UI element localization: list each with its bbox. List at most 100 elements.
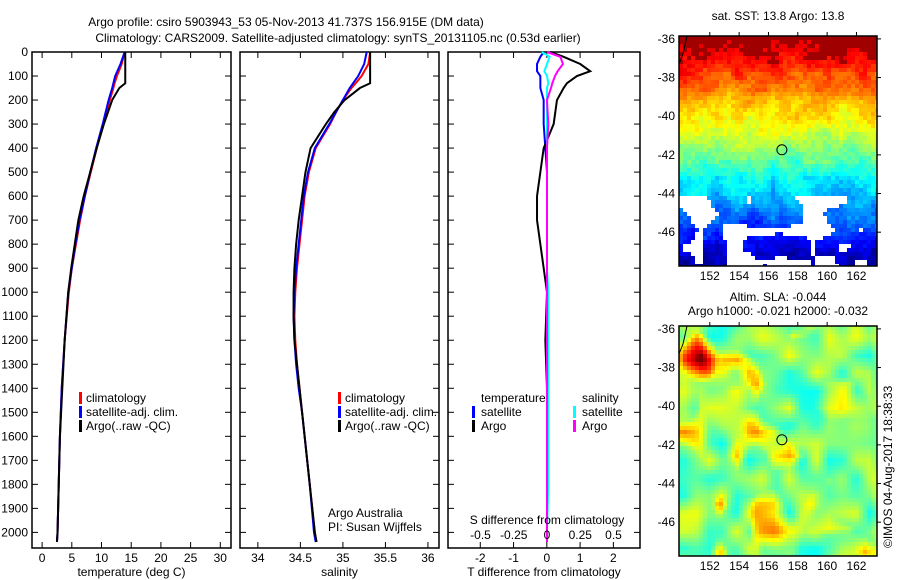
legend-swatch [79, 406, 82, 418]
legend-label: Argo [481, 419, 507, 433]
legend-swatch [79, 392, 82, 404]
map-x-tick-label: 160 [817, 559, 837, 573]
series-line-climatology [293, 51, 372, 543]
y-tick-label: 1200 [1, 333, 28, 347]
x-tick-label: 1 [577, 551, 584, 565]
s-tick-label: 0.5 [605, 528, 622, 542]
title-line-1: Argo profile: csiro 5903943_53 05-Nov-20… [88, 15, 484, 29]
sla-map-subtitle: Argo h1000: -0.021 h2000: -0.032 [688, 304, 868, 318]
x-tick-label: 34 [251, 551, 265, 565]
x-axis-label: T difference from climatology [467, 565, 621, 579]
legend-label: Argo(..raw -QC) [345, 419, 430, 433]
s-axis-label: S difference from climatology [470, 513, 625, 527]
plot-frame-1 [239, 51, 440, 549]
series-line-argo-raw-qc- [292, 52, 372, 543]
pi-text: PI: Susan Wijffels [328, 520, 422, 534]
y-tick-label: 1500 [1, 405, 28, 419]
argo-location-marker [776, 144, 788, 156]
legend-swatch [338, 392, 341, 404]
map-x-tick-label: 156 [758, 269, 778, 283]
map-x-tick-label: 160 [817, 269, 837, 283]
map-y-tick-label: -38 [658, 71, 676, 85]
map-y-tick-label: -36 [658, 32, 676, 46]
x-tick-label: 10 [95, 551, 109, 565]
x-axis-label: temperature (deg C) [77, 565, 185, 579]
map-x-tick-label: 152 [700, 559, 720, 573]
y-tick-label: 2000 [1, 525, 28, 539]
x-tick-label: 20 [154, 551, 168, 565]
plot-frame-0 [31, 51, 232, 549]
x-tick-label: 35 [336, 551, 350, 565]
map-x-tick-label: 154 [729, 269, 749, 283]
y-tick-label: 1000 [1, 285, 28, 299]
map-x-tick-label: 152 [700, 269, 720, 283]
s-tick-label: -0.25 [500, 528, 528, 542]
map-y-tick-label: -42 [658, 438, 676, 452]
credit-text: Argo Australia [328, 506, 403, 520]
plot-frame-2 [447, 51, 641, 549]
title-line-2: Climatology: CARS2009. Satellite-adjuste… [95, 31, 580, 45]
legend-label: satellite-adj. clim. [86, 405, 178, 419]
y-tick-label: 700 [8, 213, 28, 227]
y-tick-label: 1800 [1, 477, 28, 491]
legend-swatch [338, 406, 341, 418]
x-tick-label: 30 [214, 551, 228, 565]
map-y-tick-label: -36 [658, 322, 676, 336]
s-tick-label: 0 [544, 528, 551, 542]
y-tick-label: 600 [8, 189, 28, 203]
map-x-tick-label: 162 [846, 559, 866, 573]
y-tick-label: 1300 [1, 357, 28, 371]
map-y-tick-label: -40 [658, 109, 676, 123]
map-frame [678, 325, 878, 557]
y-tick-label: 1700 [1, 453, 28, 467]
x-tick-label: -2 [475, 551, 486, 565]
copyright-text: ©IMOS 04-Aug-2017 18:38:33 [881, 385, 895, 548]
map-y-tick-label: -42 [658, 148, 676, 162]
x-tick-label: 25 [184, 551, 198, 565]
legend-swatch [472, 406, 475, 418]
y-tick-label: 900 [8, 261, 28, 275]
map-x-tick-label: 156 [758, 559, 778, 573]
legend-swatch [472, 420, 475, 432]
legend-swatch [338, 420, 341, 432]
x-tick-label: 0 [543, 551, 550, 565]
x-tick-label: 34.5 [289, 551, 313, 565]
legend-swatch [79, 420, 82, 432]
legend-label: Argo [582, 419, 608, 433]
legend-label: climatology [86, 391, 146, 405]
y-tick-label: 1400 [1, 381, 28, 395]
y-tick-label: 1600 [1, 429, 28, 443]
legend-swatch [573, 420, 576, 432]
series-line-argo-raw-qc- [55, 52, 127, 543]
map-x-tick-label: 158 [788, 559, 808, 573]
s-tick-label: -0.5 [470, 528, 491, 542]
map-y-tick-label: -40 [658, 399, 676, 413]
legend-title-temperature: temperature [481, 391, 546, 405]
map-x-tick-label: 162 [846, 269, 866, 283]
y-tick-label: 500 [8, 165, 28, 179]
legend-label: satellite-adj. clim. [345, 405, 437, 419]
map-frame [678, 35, 878, 267]
y-tick-label: 300 [8, 117, 28, 131]
s-tick-label: 0.25 [569, 528, 593, 542]
sla-map-image [679, 326, 877, 556]
map-y-tick-label: -44 [658, 187, 676, 201]
y-tick-label: 400 [8, 141, 28, 155]
x-tick-label: 2 [610, 551, 617, 565]
x-axis-label: salinity [321, 565, 358, 579]
coastline [678, 35, 688, 65]
x-tick-label: 35.5 [374, 551, 398, 565]
series-line-t-argo [536, 51, 593, 542]
legend-label: satellite [481, 405, 522, 419]
sla-map-title: Altim. SLA: -0.044 [730, 290, 827, 304]
map-y-tick-label: -46 [658, 515, 676, 529]
coastline [678, 325, 688, 355]
series-line-s-argo [545, 51, 565, 542]
y-tick-label: 800 [8, 237, 28, 251]
map-x-tick-label: 154 [729, 559, 749, 573]
y-tick-label: 1100 [2, 309, 28, 323]
legend-label: climatology [345, 391, 405, 405]
x-tick-label: 5 [68, 551, 75, 565]
map-x-tick-label: 158 [788, 269, 808, 283]
